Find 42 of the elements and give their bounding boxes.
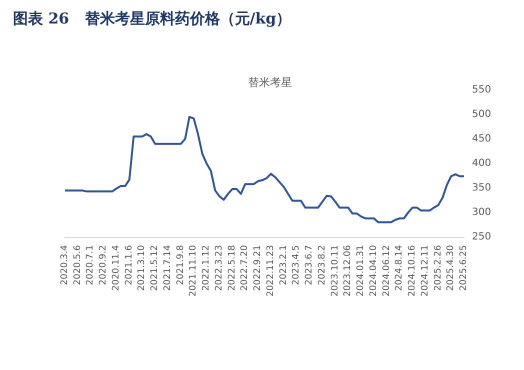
x-tick-label: 2024.10.16	[408, 244, 418, 297]
x-tick-label: 2020.3.4	[60, 244, 70, 286]
x-tick-label: 2024.06.12	[382, 245, 392, 297]
y-tick-label: 400	[472, 158, 492, 169]
x-tick-label: 2020.7.1	[86, 245, 96, 286]
x-tick-label: 2022.5.18	[227, 244, 238, 291]
x-tick-label: 2022.1.12	[202, 245, 212, 291]
x-tick-label: 2023.8.2	[317, 245, 328, 286]
chart-subtitle: 替米考星	[248, 76, 292, 89]
x-tick-label: 2023.12.06	[343, 244, 354, 297]
x-tick-label: 2024.8.14	[394, 244, 405, 291]
line-series	[64, 116, 465, 224]
chart-title: 图表 26 替米考星原料药价格（元/kg）	[13, 10, 292, 28]
x-tick-label: 2022.3.23	[214, 245, 224, 291]
x-tick-label: 2022.7.20	[240, 244, 250, 291]
y-tick-label: 300	[472, 207, 492, 218]
y-tick-label: 250	[472, 232, 492, 242]
x-tick-label: 2023.2.1	[278, 245, 289, 286]
x-tick-label: 2020.9.2	[98, 245, 109, 286]
x-tick-label: 2023.6.7	[304, 245, 315, 286]
y-tick-label: 450	[472, 134, 492, 144]
x-tick-label: 2024.01.31	[356, 245, 366, 297]
x-tick-label: 2020.5.6	[72, 244, 83, 286]
x-tick-label: 2021.7.14	[162, 244, 173, 291]
x-tick-label: 2025.2.26	[433, 244, 444, 291]
x-tick-label: 2023.4.5	[292, 245, 302, 286]
x-tick-label: 2021.5.12	[150, 245, 160, 291]
x-tick-label: 2021.9.8	[176, 244, 186, 286]
x-tick-label: 2022.11.23	[266, 245, 276, 297]
y-tick-label: 350	[472, 182, 492, 194]
y-tick-label: 550	[472, 84, 492, 96]
x-tick-label: 2021.1.6	[124, 244, 134, 286]
y-tick-label: 500	[472, 109, 492, 120]
x-tick-label: 2025.6.25	[459, 245, 469, 291]
x-tick-label: 2022.9.21	[253, 245, 264, 291]
x-tick-label: 2024.04.10	[368, 244, 379, 297]
x-tick-label: 2021.11.10	[188, 244, 199, 297]
x-tick-label: 2024.12.11	[420, 245, 430, 297]
x-tick-label: 2020.11.4	[111, 244, 122, 291]
x-tick-label: 2021.3.10	[137, 244, 148, 291]
x-tick-label: 2023.10.11	[330, 245, 340, 297]
x-tick-label: 2025.4.30	[446, 244, 456, 291]
